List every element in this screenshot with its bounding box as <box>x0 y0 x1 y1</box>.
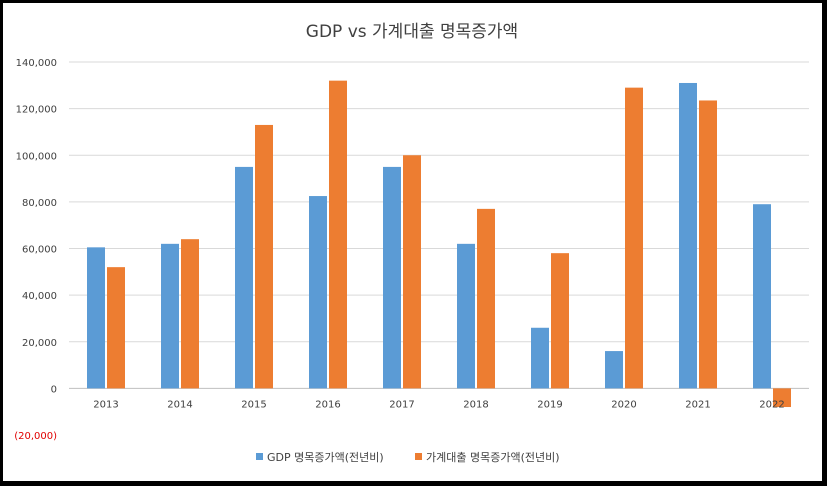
bar-gdp-2018 <box>457 243 475 389</box>
bar-gdp-2017 <box>383 166 401 389</box>
bar-household-loan-2016 <box>329 80 347 389</box>
y-tick-label: (20,000) <box>14 431 57 442</box>
y-tick-label: 20,000 <box>22 338 57 349</box>
bar-household-loan-2018 <box>477 208 495 389</box>
legend-swatch <box>415 453 422 460</box>
gridlines <box>69 61 809 389</box>
bar-gdp-2019 <box>531 327 549 389</box>
y-tick-label: 60,000 <box>22 245 57 256</box>
x-tick-label: 2021 <box>685 399 710 410</box>
chart-title: GDP vs 가계대출 명목증가액 <box>306 22 518 42</box>
y-tick-label: 100,000 <box>16 151 57 162</box>
bars <box>87 80 791 408</box>
bar-household-loan-2020 <box>625 87 643 389</box>
x-tick-label: 2014 <box>167 399 192 410</box>
bar-gdp-2014 <box>161 243 179 389</box>
y-tick-label: 0 <box>51 384 57 395</box>
y-tick-label: 40,000 <box>22 291 57 302</box>
bar-gdp-2020 <box>605 351 623 389</box>
bar-gdp-2013 <box>87 247 105 389</box>
x-tick-label: 2017 <box>389 399 414 410</box>
y-tick-label: 140,000 <box>16 58 57 69</box>
x-axis-tick-labels: 2013 2014 2015 2016 2017 2018 2019 2020 2021 2022 <box>93 399 784 410</box>
legend-label: GDP 명목증가액(전년비) <box>267 451 384 464</box>
legend-label: 가계대출 명목증가액(전년비) <box>426 451 560 464</box>
legend-swatch <box>256 453 263 460</box>
bar-household-loan-2015 <box>255 124 273 389</box>
bar-household-loan-2017 <box>403 155 421 389</box>
bar-chart: GDP vs 가계대출 명목증가액 (20,000) 0 20,000 40,000 6… <box>14 22 809 464</box>
chart-area: GDP vs 가계대출 명목증가액 (20,000) 0 20,000 40,000 6… <box>3 3 822 481</box>
bar-household-loan-2014 <box>181 239 199 389</box>
x-tick-label: 2018 <box>463 399 488 410</box>
y-tick-label: 120,000 <box>16 105 57 116</box>
bar-household-loan-2019 <box>551 253 569 389</box>
bar-household-loan-2021 <box>699 100 717 389</box>
x-tick-label: 2019 <box>537 399 562 410</box>
bar-household-loan-2013 <box>107 267 125 389</box>
x-tick-label: 2016 <box>315 399 340 410</box>
bar-gdp-2015 <box>235 166 253 389</box>
bar-gdp-2016 <box>309 196 327 389</box>
bar-household-loan-2022 <box>773 388 791 408</box>
bar-gdp-2021 <box>679 82 697 389</box>
x-tick-label: 2013 <box>93 399 118 410</box>
y-axis-tick-labels: (20,000) 0 20,000 40,000 60,000 80,000 100,000… <box>14 58 57 442</box>
bar-gdp-2022 <box>753 204 771 389</box>
legend: GDP 명목증가액(전년비) 가계대출 명목증가액(전년비) <box>256 451 560 464</box>
x-tick-label: 2022 <box>759 399 784 410</box>
y-tick-label: 80,000 <box>22 198 57 209</box>
x-tick-label: 2020 <box>611 399 636 410</box>
x-tick-label: 2015 <box>241 399 266 410</box>
